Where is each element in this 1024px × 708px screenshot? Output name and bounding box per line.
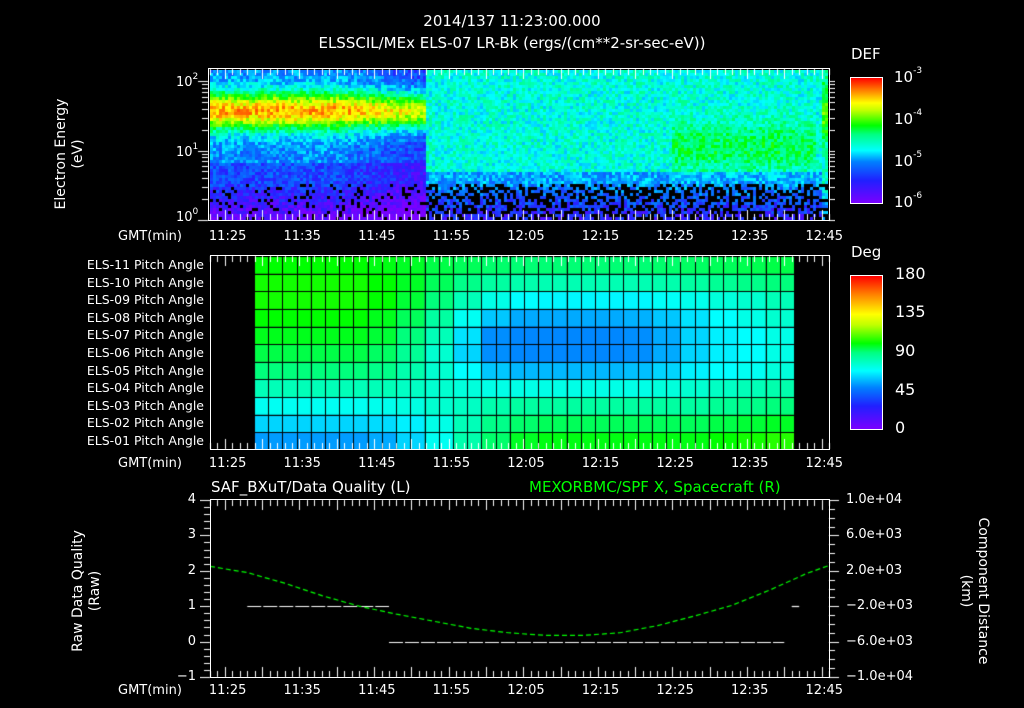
pitch-angle-row-label: ELS-05 Pitch Angle xyxy=(86,362,204,378)
time-tick-label: 11:35 xyxy=(283,683,321,698)
quality-ytick-label: −1 xyxy=(176,669,196,684)
time-tick-label: 11:55 xyxy=(432,683,471,698)
quality-ytick-label: 0 xyxy=(187,633,196,649)
time-tick-label: 11:55 xyxy=(432,456,471,471)
quality-ylabel: Raw Data Quality (Raw) xyxy=(70,511,104,671)
pitch-angle-row-label: ELS-11 Pitch Angle xyxy=(86,257,204,272)
time-tick-label: 12:45 xyxy=(805,229,843,244)
distance-ytick-label: 6.0e+03 xyxy=(846,527,903,543)
quality-ytick-label: 1 xyxy=(187,598,196,614)
energy-ylabel-line2: (eV) xyxy=(70,139,86,169)
time-tick-label: 12:25 xyxy=(656,683,694,698)
pitch-angle-row-label: ELS-06 Pitch Angle xyxy=(86,345,204,360)
time-tick-label: 12:15 xyxy=(581,229,620,244)
distance-ylabel: Component Distance (km) xyxy=(957,501,991,681)
time-tick-label: 12:35 xyxy=(730,456,769,471)
time-tick-label: 12:35 xyxy=(730,683,769,698)
quality-ytick-label: 4 xyxy=(187,492,196,507)
time-tick-label: 11:25 xyxy=(208,683,247,698)
energy-ylabel: Electron Energy (eV) xyxy=(53,74,87,234)
def-colorbar xyxy=(850,77,883,204)
pitch-angle-row-label: ELS-04 Pitch Angle xyxy=(86,380,204,396)
pitch-angle-row-label: ELS-08 Pitch Angle xyxy=(86,309,204,325)
deg-tick-0: 0 xyxy=(895,418,906,437)
time-tick-label: 11:45 xyxy=(358,229,396,244)
time-tick-label: 11:25 xyxy=(208,229,247,244)
time-tick-label: 11:45 xyxy=(358,683,396,698)
distance-ytick-label: 2.0e+03 xyxy=(846,562,903,578)
distance-ytick-label: −2.0e+03 xyxy=(846,598,913,614)
time-tick-label: 11:45 xyxy=(358,456,396,471)
time-tick-label: 12:05 xyxy=(507,229,545,244)
quality-ytick-label: 2 xyxy=(187,562,196,578)
time-tick-label: 11:35 xyxy=(283,456,321,471)
time-axis-label-1: GMT(min) xyxy=(118,229,182,244)
deg-tick-90: 90 xyxy=(895,341,916,360)
time-tick-label: 12:45 xyxy=(805,683,843,698)
time-tick-label: 11:25 xyxy=(208,456,247,471)
pitch-angle-row-label: ELS-03 Pitch Angle xyxy=(86,397,204,413)
time-tick-label: 12:15 xyxy=(581,683,620,698)
data-quality-title: SAF_BXuT/Data Quality (L) xyxy=(211,478,411,496)
plot-subtitle: ELSSCIL/MEx ELS-07 LR-Bk (ergs/(cm**2-sr… xyxy=(318,34,706,52)
time-tick-label: 12:05 xyxy=(507,456,545,471)
deg-tick-135: 135 xyxy=(895,302,926,321)
time-tick-label: 12:45 xyxy=(805,456,843,471)
time-tick-label: 12:05 xyxy=(507,683,545,698)
def-colorbar-title: DEF xyxy=(851,45,881,63)
def-tick-1e-5: 10-5 xyxy=(894,150,923,170)
def-tick-1e-6: 10-6 xyxy=(894,191,923,211)
def-tick-1e-4: 10-4 xyxy=(894,108,923,128)
distance-ytick-label: −6.0e+03 xyxy=(846,633,913,649)
pitch-angle-row-label: ELS-09 Pitch Angle xyxy=(86,292,204,308)
time-axis-label-3: GMT(min) xyxy=(118,683,182,698)
distance-ylabel-line2: (km) xyxy=(958,574,974,608)
deg-tick-180: 180 xyxy=(895,264,926,283)
pitch-angle-row-label: ELS-02 Pitch Angle xyxy=(86,415,204,431)
time-tick-label: 12:25 xyxy=(656,456,694,471)
time-axis-label-2: GMT(min) xyxy=(118,456,182,471)
time-tick-label: 12:35 xyxy=(730,229,769,244)
pitch-angle-row-label: ELS-10 Pitch Angle xyxy=(86,274,204,290)
distance-ytick-label: 1.0e+04 xyxy=(846,492,903,507)
quality-ytick-label: 3 xyxy=(187,527,196,543)
time-tick-label: 11:55 xyxy=(432,229,471,244)
distance-ytick-label: −1.0e+04 xyxy=(846,669,913,684)
distance-ylabel-line1: Component Distance xyxy=(975,517,991,665)
energy-axis-ticks xyxy=(195,65,835,225)
quality-ylabel-line2: (Raw) xyxy=(87,570,103,612)
def-tick-1e-3: 10-3 xyxy=(894,66,923,86)
deg-tick-45: 45 xyxy=(895,380,916,399)
pitch-angle-row-label: ELS-07 Pitch Angle xyxy=(86,327,204,343)
spf-x-title: MEXORBMC/SPF X, Spacecraft (R) xyxy=(529,478,781,496)
quality-axis-ticks xyxy=(200,494,860,684)
pitch-angle-row-label: ELS-01 Pitch Angle xyxy=(86,433,204,448)
time-tick-label: 12:25 xyxy=(656,229,694,244)
time-tick-label: 12:15 xyxy=(581,456,620,471)
quality-ylabel-line1: Raw Data Quality xyxy=(70,530,86,652)
time-tick-label: 11:35 xyxy=(283,229,321,244)
deg-colorbar-title: Deg xyxy=(851,243,882,261)
plot-timestamp: 2014/137 11:23:00.000 xyxy=(423,12,601,30)
energy-ylabel-line1: Electron Energy xyxy=(53,98,69,210)
deg-colorbar xyxy=(850,275,883,430)
pitch-angle-axis-ticks xyxy=(200,252,840,452)
